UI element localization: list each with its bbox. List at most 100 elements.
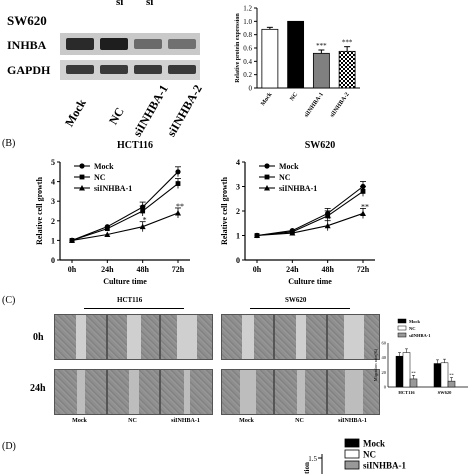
wound-micrograph [54,314,107,360]
bar [312,52,330,89]
chart-title: SW620 [305,140,336,151]
bar [395,355,404,388]
y-tick-label: 1.0 [243,18,252,26]
x-tick-label: 48h [321,265,334,274]
legend-marker [79,174,85,180]
bar [409,378,418,388]
wound-time-label-24h: 24h [30,383,46,394]
legend-marker [264,174,270,180]
x-tick-label: 72h [357,265,370,274]
wound-gap [126,315,141,359]
significance-label: ** [449,372,454,377]
y-tick-label: 2 [236,207,240,216]
point-circle [175,169,181,175]
hct116-growth-chart: HCT116 0 1 2 3 4 5 0h 24h 48h 72h Culture time Relat… [35,140,190,286]
wound-gap [176,315,197,359]
wb-lane-label-mock: Mock [62,96,89,129]
y-tick-label: 0.6 [243,45,252,53]
wb-lane-label-nc: NC [106,104,127,127]
y-tick-label: 0 [236,256,240,265]
point-triangle [324,222,331,229]
wb-top-cut-label-2: si [146,0,154,8]
legend-label: Mock [363,439,385,449]
x-tick-label: 72h [172,265,185,274]
panel-d-label: (D) [2,441,16,452]
legend-label: siINHBA-1 [409,333,431,338]
x-axis-label: Culture time [288,277,332,286]
wound-micrograph [54,369,107,415]
y-tick-label: 0 [51,256,55,265]
y-tick-label: 2 [51,217,55,226]
y-axis-label: Relative cell growth [220,177,229,245]
wb-band [100,38,128,50]
y-tick-label: 40 [382,355,387,360]
y-tick-label: 0.8 [243,31,252,39]
wound-gap [76,370,85,414]
sw620-growth-chart: SW620 0 1 2 3 4 0h 24h 48h 72h Culture time Relativ… [220,140,375,286]
wb-blot-gapdh [60,60,200,80]
wb-band [66,38,94,50]
significance-label: *** [342,39,353,47]
y-tick-label: 20 [382,370,387,375]
x-tick-label: 24h [286,265,299,274]
significance-label: *** [316,42,327,50]
legend-label: siINHBA-1 [279,184,317,193]
wound-group-label-hct116: HCT116 [117,296,143,304]
wound-column-label: NC [128,418,137,424]
wound-group-label-sw620: SW620 [285,296,307,304]
wound-gap [241,315,254,359]
panel-b-label: (B) [2,138,16,149]
y-axis-label: Migration rate(%) [373,348,378,381]
significance-label: ** [176,202,184,211]
wound-gap [183,370,190,414]
panel-c-label: (C) [2,295,16,306]
wound-gap [128,370,139,414]
y-tick-label: 1 [236,232,240,241]
legend-label: Mock [279,162,299,171]
legend-swatch [397,325,407,331]
point-triangle [175,209,181,216]
wb-band [168,65,196,74]
wound-gap [296,370,305,414]
wound-column-label: NC [295,418,304,424]
wb-row-label-gapdh: GAPDH [7,63,51,77]
wound-micrograph [107,369,160,415]
x-axis-label: Culture time [103,277,147,286]
legend-label: NC [94,173,106,182]
wound-micrograph [274,369,327,415]
bar [287,20,305,89]
point-triangle [289,230,296,236]
wound-column-label: Mock [239,418,254,424]
point-square [325,213,331,219]
y-tick-label: 3 [236,183,240,192]
legend-marker [79,163,85,169]
x-tick-label: 24h [101,265,114,274]
y-axis-label: tion [303,462,311,474]
legend-label: Mock [409,319,420,324]
x-tick-label: 48h [136,265,149,274]
bar [338,50,356,89]
x-tick-label: 0h [253,265,262,274]
wound-gap [75,315,86,359]
y-tick-label: 4 [236,158,240,167]
significance-label: * [143,216,147,225]
significance-label: ** [411,370,416,375]
wound-micrograph [327,314,380,360]
migration-rate-chart: Mock NC siINHBA-1 0 20 40 60 Migration rate(%) *… [373,318,468,395]
wound-time-label-0h: 0h [33,332,44,343]
wb-band [134,65,162,74]
y-tick-label: 1.5 [308,455,317,463]
wound-column-label: siINHBA-1 [171,418,200,424]
y-tick-label: 60 [382,341,387,346]
wb-blot-inhba [60,33,200,55]
wound-column-label: siINHBA-1 [338,418,367,424]
x-tick-label: HCT116 [398,390,415,395]
series-line [71,183,179,241]
wound-gap [344,370,363,414]
point-triangle [254,232,260,238]
legend-swatch [397,318,407,324]
wound-micrograph [221,369,274,415]
wb-band [66,65,94,74]
wound-gap [239,370,256,414]
wound-micrograph [327,369,380,415]
